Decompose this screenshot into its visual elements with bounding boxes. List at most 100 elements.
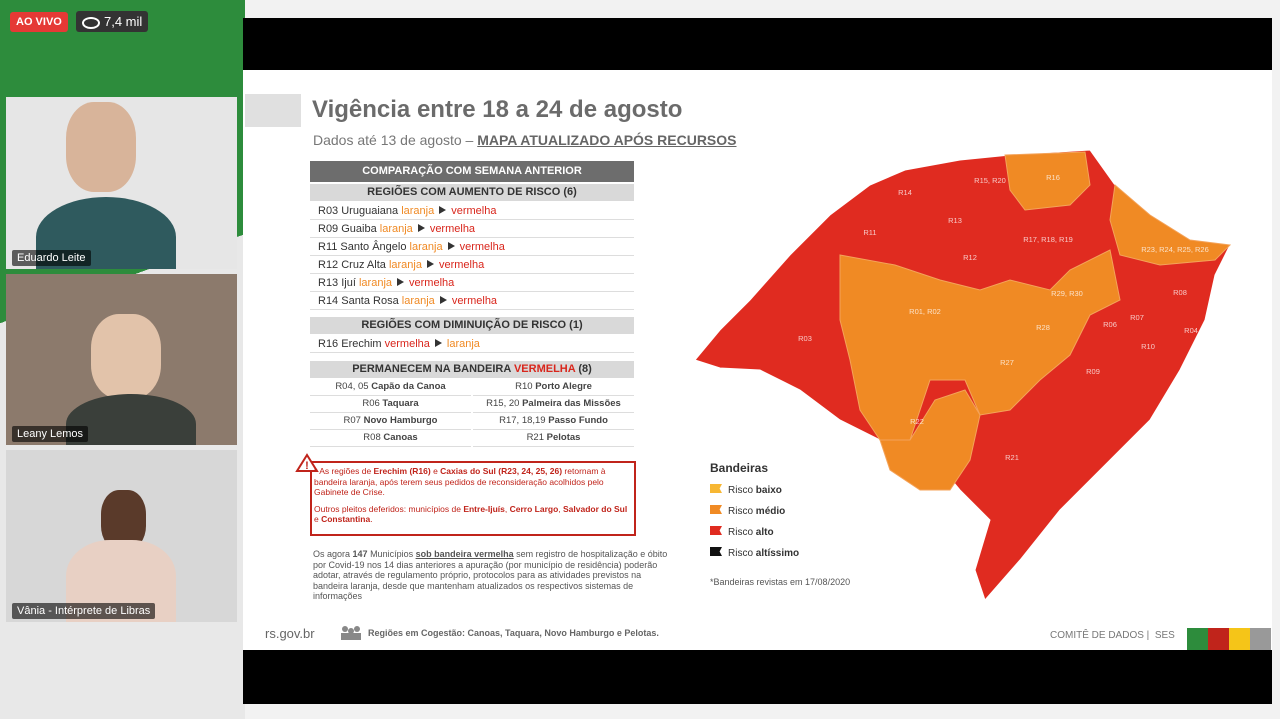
code: R21 xyxy=(526,432,544,443)
arrow xyxy=(417,224,425,232)
table-row: R14 Santa Rosa laranja vermelha xyxy=(310,293,634,310)
text-segment: Erechim (R16) xyxy=(373,466,431,476)
grid-cell: R08 Canoas xyxy=(310,430,471,447)
region-label: R12 xyxy=(963,253,977,262)
code: R08 xyxy=(363,432,381,443)
to-flag: laranja xyxy=(446,338,480,350)
name: Canoas xyxy=(383,432,418,443)
text-segment: Salvador do Sul xyxy=(563,503,628,514)
region: R16 Erechim xyxy=(318,338,382,350)
region: R13 Ijuí xyxy=(318,277,356,289)
text-segment: e xyxy=(430,466,441,476)
region-label: R22 xyxy=(910,417,924,426)
code: R06 xyxy=(362,398,380,409)
legend-label: baixo xyxy=(755,485,782,496)
paragraph: Os agora 147 Municípios sob bandeira ver… xyxy=(313,549,668,602)
legend-item: Risco médio xyxy=(710,505,785,517)
from-flag: laranja xyxy=(379,223,413,235)
legend-item: Risco baixo xyxy=(710,484,782,496)
warning-icon: ! xyxy=(295,453,319,472)
live-badge: AO VIVO xyxy=(10,12,68,32)
subtitle-link: MAPA ATUALIZADO APÓS RECURSOS xyxy=(477,132,737,148)
title-part: (8) xyxy=(578,363,592,375)
notice-box xyxy=(310,461,636,536)
to-flag: vermelha xyxy=(438,259,485,271)
flag-stripe xyxy=(1187,628,1271,650)
video-tile[interactable]: Leany Lemos xyxy=(6,274,237,445)
footer-cogestao: Regiões em Cogestão: Canoas, Taquara, No… xyxy=(368,628,659,638)
code: R15, 20 xyxy=(486,398,520,409)
from-flag: laranja xyxy=(401,205,435,217)
viewers: 7,4 mil xyxy=(104,14,143,29)
region: R03 Uruguaiana xyxy=(318,205,399,217)
text-segment: Entre-Ijuís xyxy=(463,503,505,514)
text-segment: sem registro de hospitalização e óbito p… xyxy=(313,549,668,601)
footer-site: rs.gov.br xyxy=(265,626,315,641)
name: Passo Fundo xyxy=(548,415,608,426)
region: R12 Cruz Alta xyxy=(318,259,386,271)
flag-icon xyxy=(710,526,722,535)
video-tile[interactable]: Vânia - Intérprete de Libras xyxy=(6,450,237,622)
people-icon xyxy=(341,626,361,640)
slide-title: Vigência entre 18 a 24 de agosto xyxy=(312,96,683,123)
table-header: COMPARAÇÃO COM SEMANA ANTERIOR xyxy=(310,161,634,182)
text-segment: * As regiões de xyxy=(314,466,374,476)
name: Novo Hamburgo xyxy=(363,415,438,426)
table-row: R03 Uruguaiana laranja vermelha xyxy=(310,203,634,220)
name: Taquara xyxy=(382,398,419,409)
grid-cell: R10 Porto Alegre xyxy=(473,379,634,396)
participant-name: Leany Lemos xyxy=(12,426,89,442)
to-flag: vermelha xyxy=(451,205,497,217)
text-segment: , xyxy=(504,503,510,514)
title-part: VERMELHA xyxy=(513,363,576,375)
notice-text: * As regiões de Erechim (R16) e Caxias d… xyxy=(314,466,632,525)
map: R14 R15, R20 R16 R13 R11 R12 R17, R18, R19 R23,… xyxy=(694,149,1232,601)
notice-paragraph: Outros pleitos deferidos: municípios de … xyxy=(314,504,632,525)
region-label: R17, R18, R19 xyxy=(1023,235,1073,244)
region-label: R29, R30 xyxy=(1051,289,1083,298)
text-segment: Os agora xyxy=(313,549,353,559)
text-segment: Caxias do Sul (R23, 24, 25, 26) xyxy=(440,466,563,476)
to-flag: vermelha xyxy=(451,295,498,307)
code: R04, 05 xyxy=(335,381,369,392)
text-segment: e xyxy=(314,514,322,524)
code: R10 xyxy=(515,381,533,392)
region: R11 Santo Ângelo xyxy=(318,241,407,253)
region-label: R07 xyxy=(1130,313,1144,322)
arrow xyxy=(397,278,405,286)
name: Capão da Canoa xyxy=(371,381,446,392)
footer-committee: COMITÊ DE DADOS | SES xyxy=(1050,630,1175,641)
legend-prefix: Risco xyxy=(728,527,754,538)
text-segment: , xyxy=(558,503,563,514)
region-label: R27 xyxy=(1000,358,1014,367)
grid-cell: R17, 18,19 Passo Fundo xyxy=(473,413,634,430)
region-label: R28 xyxy=(1036,323,1050,332)
code: R07 xyxy=(343,415,361,426)
from-flag: laranja xyxy=(401,295,435,307)
svg-text:!: ! xyxy=(305,460,309,472)
arrow xyxy=(434,339,442,347)
table-row: R13 Ijuí laranja vermelha xyxy=(310,275,634,292)
region-label: R03 xyxy=(798,334,812,343)
legend-prefix: Risco xyxy=(728,485,754,496)
arrow xyxy=(426,260,434,268)
video-tile[interactable]: Eduardo Leite xyxy=(6,97,237,269)
region-label: R11 xyxy=(863,228,876,237)
legend-label: médio xyxy=(755,506,786,517)
region: R09 Guaiba xyxy=(318,223,377,235)
section-title: REGIÕES COM DIMINUIÇÃO DE RISCO (1) xyxy=(310,317,634,334)
table-row: R11 Santo Ângelo laranja vermelha xyxy=(310,239,634,256)
from-flag: laranja xyxy=(358,277,393,289)
subtitle: Dados até 13 de agosto – MAPA ATUALIZADO… xyxy=(313,132,737,148)
text-segment: Outros pleitos deferidos: municípios de xyxy=(314,503,464,514)
legend-title: Bandeiras xyxy=(710,461,769,475)
name: Palmeira das Missões xyxy=(522,398,621,409)
grid-cell: R06 Taquara xyxy=(310,396,471,413)
grid-cell: R21 Pelotas xyxy=(473,430,634,447)
subtitle-text: Dados até 13 de agosto – xyxy=(313,132,474,148)
from-flag: vermelha xyxy=(384,338,430,350)
text-segment: 147 xyxy=(352,549,368,559)
region-label: R04, R05 xyxy=(1184,326,1216,335)
section-title: REGIÕES COM AUMENTO DE RISCO (6) xyxy=(310,184,634,201)
table-row: R16 Erechim vermelha laranja xyxy=(310,336,634,353)
